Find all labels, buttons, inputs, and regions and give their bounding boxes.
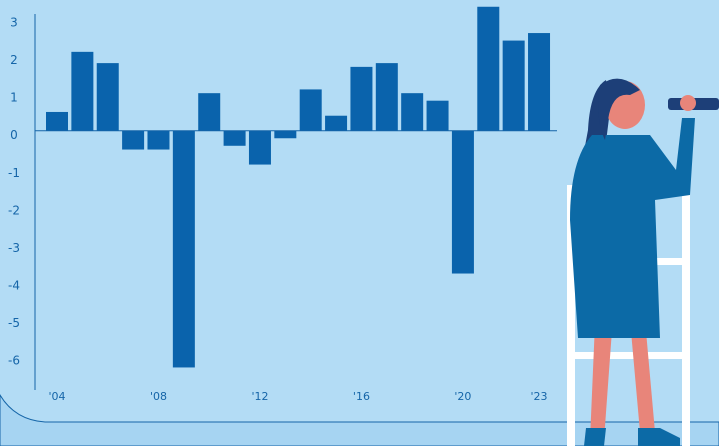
bar	[451, 130, 474, 274]
bar	[426, 100, 449, 131]
y-tick-label: 2	[10, 53, 18, 67]
illustration	[567, 78, 719, 446]
floor	[0, 394, 719, 446]
bar	[350, 66, 373, 131]
x-tick-label: '16	[353, 390, 370, 403]
bar	[147, 130, 170, 150]
x-tick-label: '12	[251, 390, 268, 403]
bar	[274, 130, 297, 139]
y-tick-label: -3	[8, 241, 20, 255]
bar	[325, 115, 348, 131]
x-tick-label: '08	[150, 390, 167, 403]
bar	[248, 130, 271, 165]
y-tick-label: -2	[8, 203, 20, 217]
bar	[172, 130, 195, 368]
y-tick-label: -1	[8, 166, 20, 180]
bar	[375, 63, 398, 131]
bar	[299, 89, 322, 131]
bar	[477, 6, 500, 131]
bar	[46, 111, 68, 131]
bar	[223, 130, 246, 146]
bar	[122, 130, 145, 150]
y-tick-label: 3	[10, 16, 18, 30]
bar	[528, 33, 551, 131]
bar	[96, 63, 119, 131]
bar	[502, 40, 525, 131]
x-tick-label: '23	[531, 390, 548, 403]
x-tick-label: '04	[48, 390, 65, 403]
y-tick-label: -4	[8, 279, 20, 293]
bar	[198, 93, 221, 131]
y-tick-label: -5	[8, 316, 20, 330]
bar	[71, 51, 94, 131]
bar	[401, 93, 424, 131]
y-tick-label: 1	[10, 91, 18, 105]
x-tick-label: '20	[454, 390, 471, 403]
y-tick-label: -6	[8, 354, 20, 368]
y-tick-label: 0	[10, 128, 18, 142]
